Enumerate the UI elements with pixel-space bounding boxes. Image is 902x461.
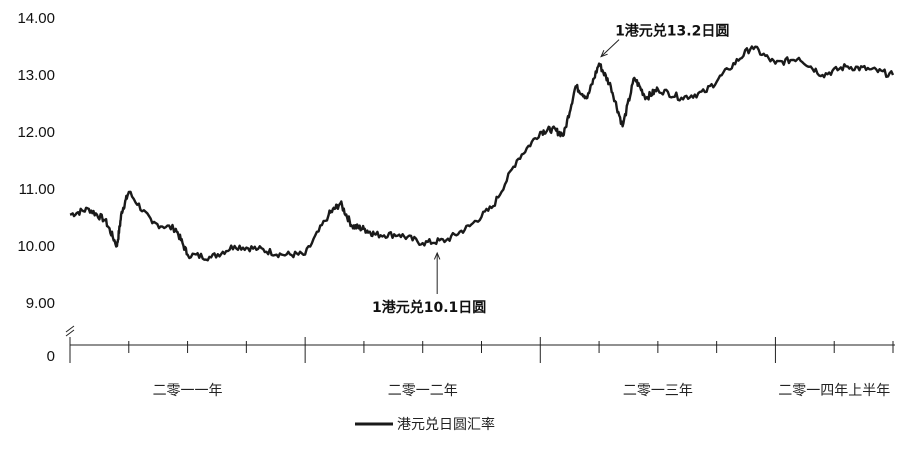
- y-tick-label: 14.00: [17, 10, 55, 27]
- series-layer: [69, 45, 895, 262]
- y-axis-tick-labels: 14.00 13.00 12.00 11.00 10.00 9.00 0: [17, 10, 55, 365]
- annotation-arrowhead: [600, 49, 608, 58]
- y-tick-label: 0: [47, 348, 55, 365]
- y-tick-label: 11.00: [19, 181, 55, 198]
- axis-break-mark: [65, 325, 75, 337]
- annotation-arrowhead: [433, 251, 441, 260]
- series-line: [69, 45, 895, 262]
- legend: 港元兑日圆汇率: [355, 416, 495, 433]
- annotations: 1港元兑13.2日圆 1港元兑10.1日圆: [372, 23, 729, 316]
- x-category-label: 二零一四年上半年: [778, 383, 890, 399]
- annotation-arrow: [600, 39, 620, 57]
- annotation-label: 1港元兑13.2日圆: [615, 23, 729, 40]
- y-tick-label: 12.00: [17, 124, 55, 141]
- y-tick-label: 13.00: [17, 67, 55, 84]
- x-axis-category-labels: 二零一一年 二零一二年 二零一三年 二零一四年上半年: [153, 383, 891, 399]
- x-category-label: 二零一三年: [623, 383, 693, 399]
- x-category-label: 二零一二年: [388, 383, 458, 399]
- x-axis-ticks: [69, 337, 894, 363]
- y-tick-label: 9.00: [26, 295, 55, 312]
- y-tick-label: 10.00: [17, 238, 55, 255]
- legend-label: 港元兑日圆汇率: [397, 416, 495, 433]
- x-category-label: 二零一一年: [153, 383, 223, 399]
- annotation-label: 1港元兑10.1日圆: [372, 299, 486, 316]
